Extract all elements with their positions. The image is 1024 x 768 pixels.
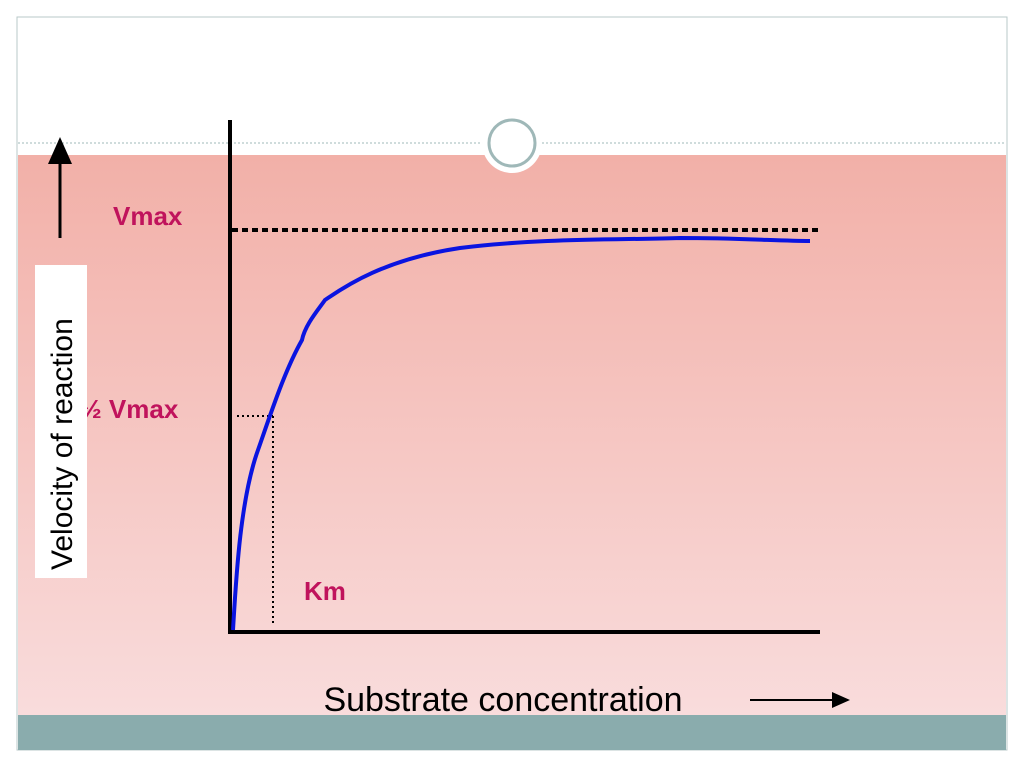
ornament-ring: [487, 118, 537, 168]
x-axis-label: Substrate concentration: [323, 681, 682, 719]
half-vmax-label: ½ Vmax: [80, 394, 179, 424]
footer-band: [18, 715, 1006, 750]
y-axis-label: Velocity of reaction: [46, 318, 79, 570]
vmax-label: Vmax: [113, 201, 183, 231]
background-band: [18, 155, 1006, 715]
km-label: Km: [304, 576, 346, 606]
saturation-curve: [231, 235, 811, 631]
y-label-box: [35, 265, 87, 578]
